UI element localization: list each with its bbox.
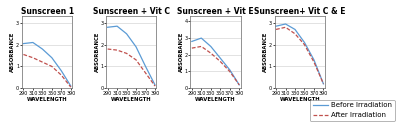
Y-axis label: ABSORBANCE: ABSORBANCE xyxy=(263,32,268,72)
Y-axis label: ABSORBANCE: ABSORBANCE xyxy=(179,32,184,72)
Legend: Before Irradiation, After Irradiation: Before Irradiation, After Irradiation xyxy=(310,100,394,121)
X-axis label: WAVELENGTH: WAVELENGTH xyxy=(27,97,68,102)
Y-axis label: ABSORBANCE: ABSORBANCE xyxy=(10,32,16,72)
Title: Sunscreen+ Vit C & E: Sunscreen+ Vit C & E xyxy=(254,7,346,16)
Title: Sunscreen + Vit C: Sunscreen + Vit C xyxy=(93,7,170,16)
Title: Sunscreen 1: Sunscreen 1 xyxy=(20,7,74,16)
X-axis label: WAVELENGTH: WAVELENGTH xyxy=(280,97,320,102)
X-axis label: WAVELENGTH: WAVELENGTH xyxy=(111,97,152,102)
X-axis label: WAVELENGTH: WAVELENGTH xyxy=(195,97,236,102)
Y-axis label: ABSORBANCE: ABSORBANCE xyxy=(95,32,100,72)
Title: Sunscreen + Vit E: Sunscreen + Vit E xyxy=(177,7,254,16)
